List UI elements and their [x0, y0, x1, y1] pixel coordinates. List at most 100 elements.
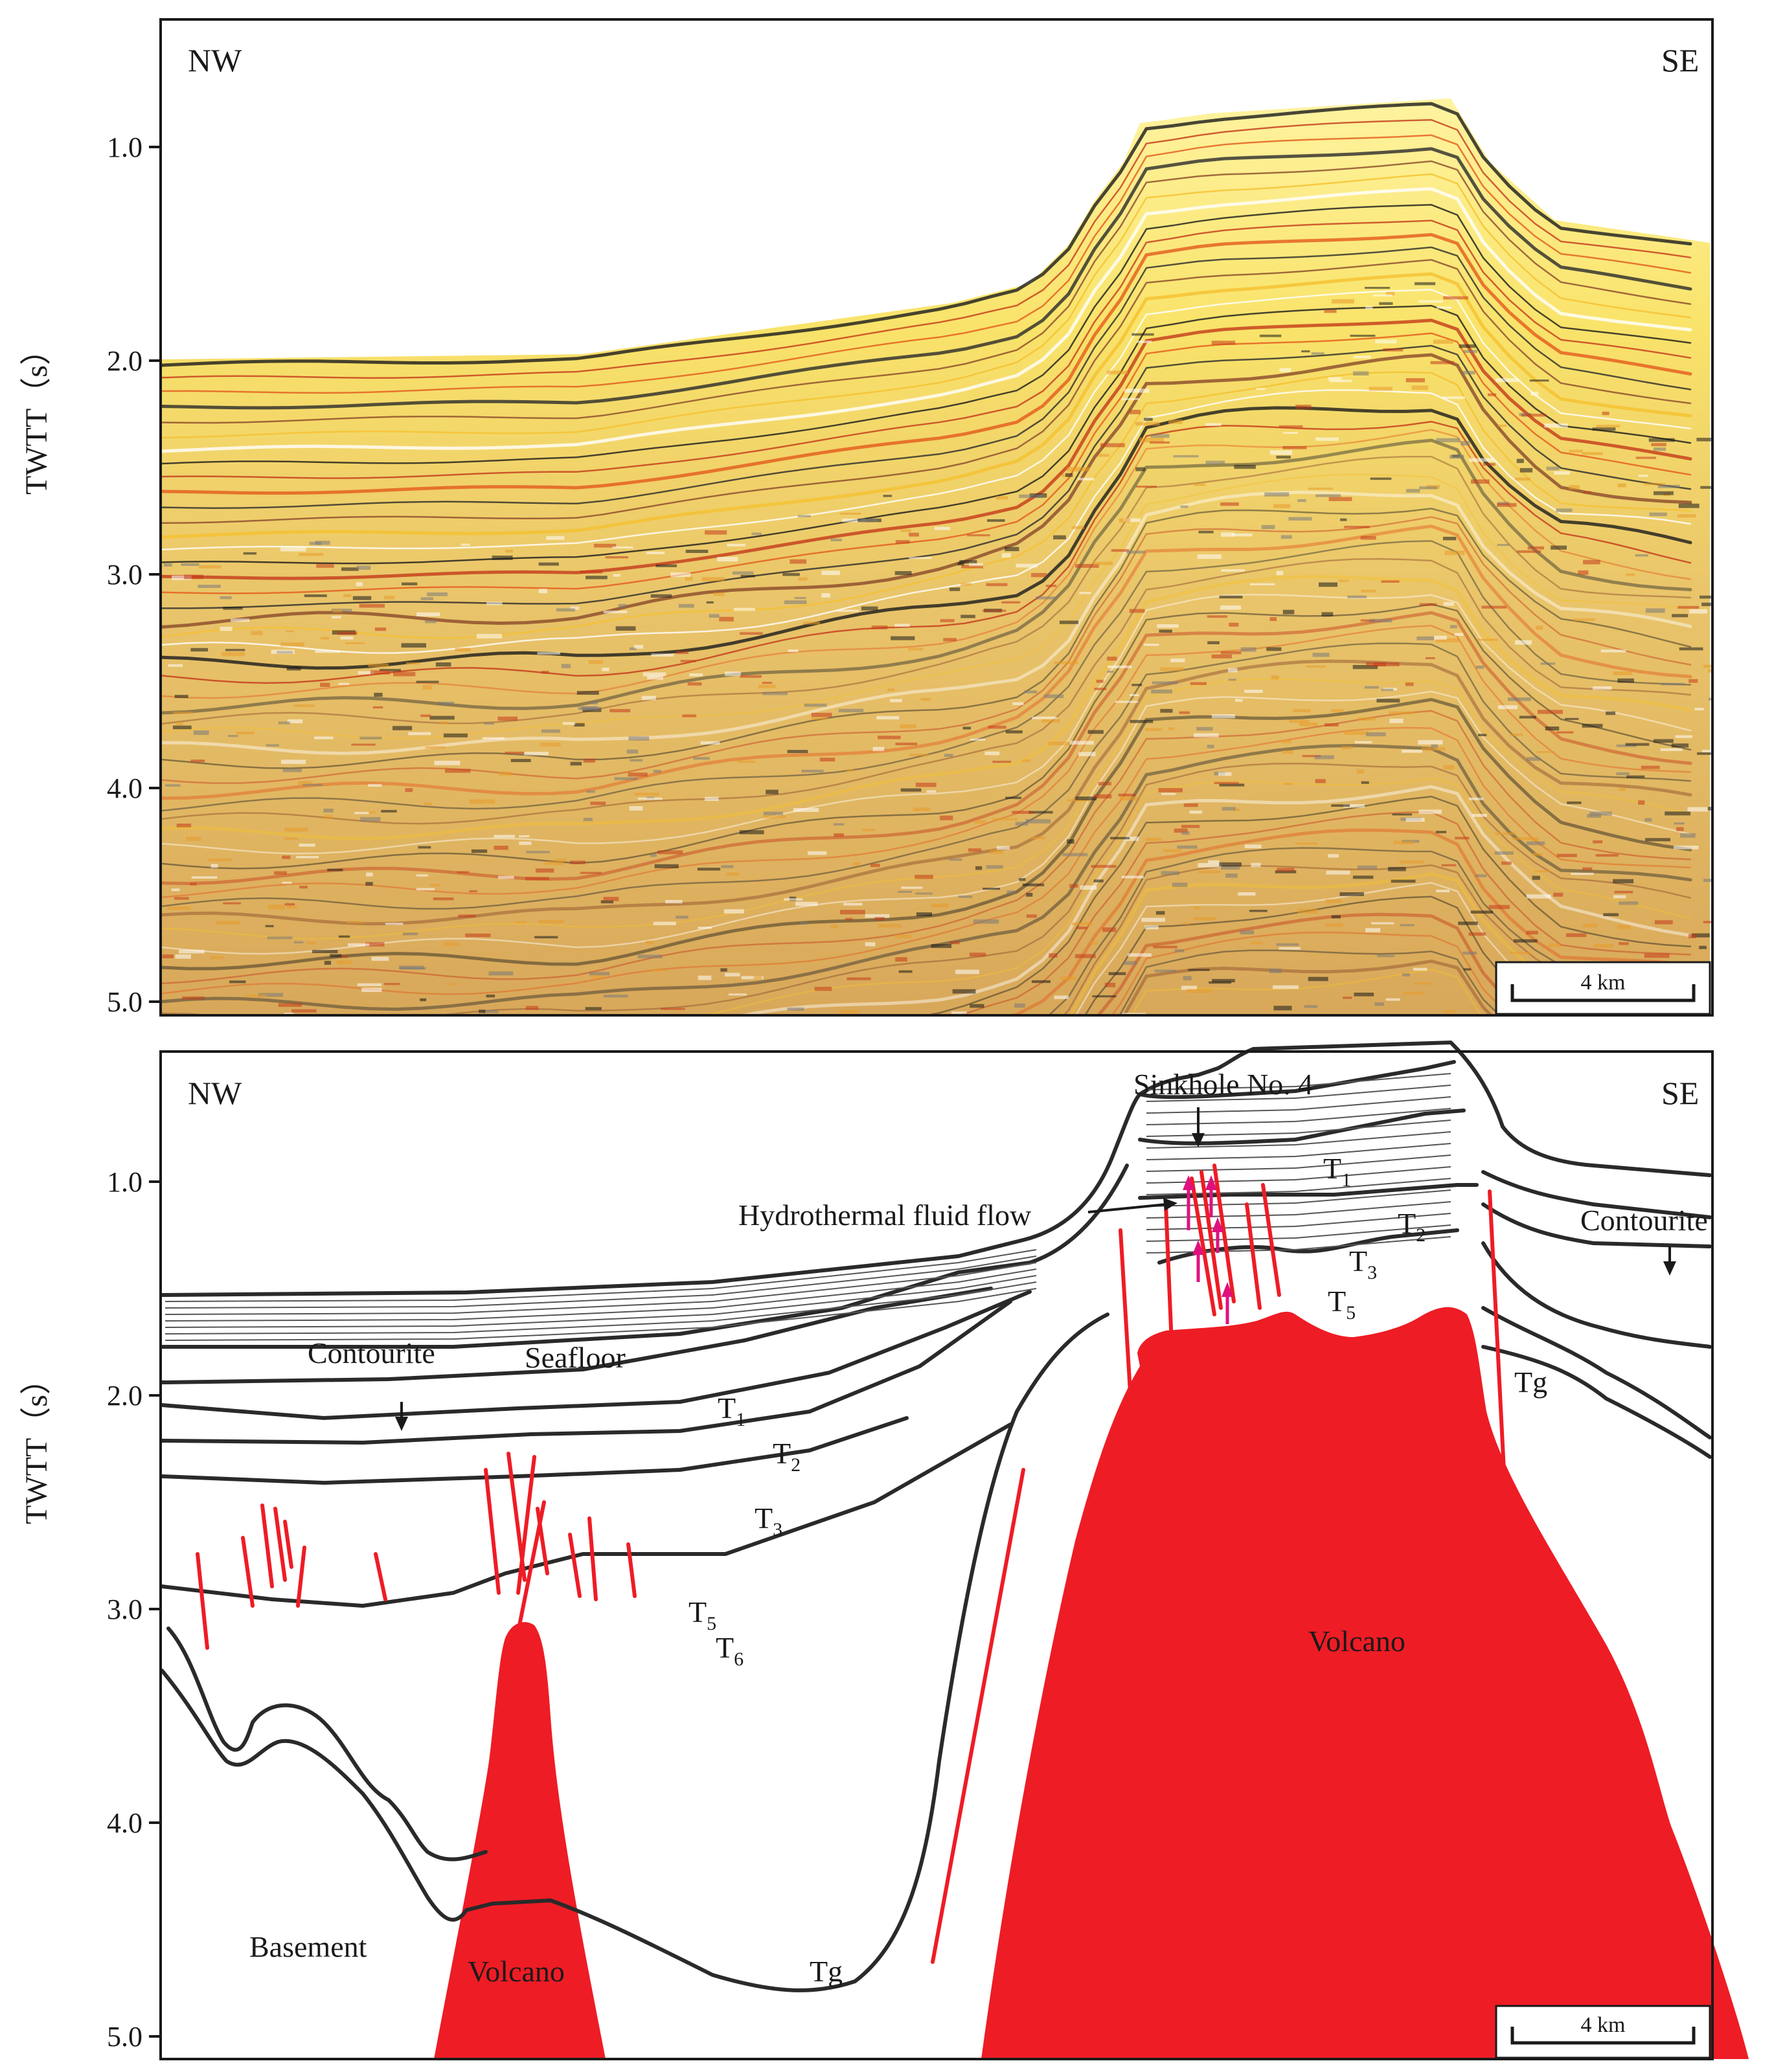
seismic-speckle [1157, 624, 1179, 628]
horizon-T6-basin [160, 1416, 909, 1485]
seismic-speckle [184, 574, 204, 580]
seismic-speckle [727, 543, 745, 546]
seismic-speckle [494, 835, 515, 838]
seismic-reflector [161, 389, 1692, 654]
seismic-speckle [1220, 605, 1242, 610]
seismic-speckle [1276, 455, 1291, 459]
seismic-speckle [630, 647, 637, 650]
seafloor-label: Seafloor [525, 1341, 626, 1374]
top-tick-label: 4.0 [107, 772, 142, 804]
seismic-speckle [1600, 649, 1626, 653]
seismic-speckle [556, 608, 575, 612]
seismic-reflector [161, 272, 1692, 539]
fault-line [516, 1455, 536, 1595]
seismic-speckle [337, 631, 358, 635]
seismic-speckle [1441, 864, 1457, 866]
seismic-speckle [1469, 458, 1495, 462]
seismic-speckle [876, 715, 900, 719]
seismic-speckle [1565, 717, 1579, 720]
seismic-speckle [693, 757, 710, 760]
seismic-speckle [1569, 449, 1583, 453]
seismic-speckle [700, 741, 720, 745]
seismic-speckle [1141, 918, 1165, 922]
seismic-speckle [1512, 837, 1536, 840]
seismic-speckle [1593, 686, 1612, 690]
seismic-speckle [634, 645, 643, 649]
top-scale-label: 4 km [1581, 971, 1626, 995]
seismic-speckle [1135, 486, 1157, 488]
seismic-speckle [1626, 775, 1645, 778]
seismic-speckle [1121, 398, 1140, 400]
seismic-speckle [763, 811, 783, 815]
seismic-speckle [1107, 670, 1114, 673]
seismic-speckle [1144, 925, 1159, 930]
seismic-speckle [1402, 973, 1410, 976]
seismic-speckle [583, 758, 596, 763]
seismic-speckle [900, 529, 911, 532]
seismic-speckle [243, 552, 257, 555]
seismic-speckle [223, 902, 241, 905]
stratal-line [165, 1262, 1037, 1315]
seismic-speckle [723, 909, 744, 914]
seismic-speckle [1311, 352, 1325, 355]
seismic-speckle [210, 864, 218, 868]
seismic-speckle [995, 496, 1008, 500]
seismic-speckle [1331, 709, 1344, 712]
seismic-speckle [1012, 811, 1034, 814]
fault-line [1200, 1170, 1223, 1310]
seismic-reflector [161, 371, 1692, 639]
seismic-speckle [1053, 535, 1066, 539]
seismic-speckle [1678, 503, 1700, 508]
seismic-speckle [1545, 726, 1560, 731]
seismic-speckle [182, 996, 205, 1000]
seismic-speckle [381, 809, 397, 813]
seismic-speckle [878, 924, 902, 928]
seismic-speckle [1279, 368, 1291, 372]
horizon-label-T1-summit: T1 [1323, 1152, 1351, 1191]
seismic-speckle [1144, 728, 1163, 731]
seismic-speckle [613, 574, 621, 577]
seismic-speckle [1495, 832, 1516, 835]
seismic-reflector [161, 455, 1692, 725]
seismic-speckle [1364, 686, 1379, 689]
seismic-speckle [1031, 980, 1051, 984]
seismic-speckle [1119, 796, 1138, 801]
seismic-speckle [571, 606, 579, 610]
seismic-speckle [685, 550, 709, 553]
seismic-speckle [1635, 554, 1648, 557]
seismic-speckle [1207, 860, 1220, 864]
seismic-speckle [583, 818, 593, 822]
seismic-speckle [1344, 526, 1370, 528]
seismic-speckle [586, 576, 608, 580]
seismic-speckle [1193, 483, 1205, 486]
seismic-speckle [1548, 943, 1560, 947]
seismic-speckle [1098, 453, 1109, 457]
seismic-speckle [220, 627, 233, 631]
seismic-speckle [1538, 710, 1563, 714]
seismic-speckle [332, 616, 341, 618]
seismic-speckle [790, 559, 807, 564]
seismic-speckle [602, 668, 609, 671]
seismic-speckle [1205, 423, 1222, 426]
seismic-speckle [787, 750, 808, 754]
seismic-speckle [1207, 745, 1214, 749]
seismic-speckle [1644, 818, 1652, 822]
seismic-speckle [385, 923, 404, 925]
seismic-speckle [1273, 504, 1291, 508]
seismic-speckle [1096, 679, 1104, 683]
seismic-speckle [1626, 573, 1635, 576]
seismic-speckle [174, 897, 189, 900]
seismic-speckle [1170, 659, 1185, 662]
seismic-speckle [1331, 804, 1350, 807]
seismic-speckle [1180, 505, 1188, 508]
seismic-speckle [505, 550, 513, 553]
seismic-speckle [1481, 605, 1507, 609]
seismic-speckle [1497, 544, 1510, 546]
top-tick-label: 1.0 [107, 131, 142, 163]
seismic-reflector [1084, 895, 1544, 1015]
contourite-left-label: Contourite [308, 1336, 435, 1369]
horizon-label-T5: T5 [688, 1595, 716, 1634]
seismic-speckle [1343, 804, 1365, 808]
top-tick-label: 3.0 [107, 559, 142, 591]
